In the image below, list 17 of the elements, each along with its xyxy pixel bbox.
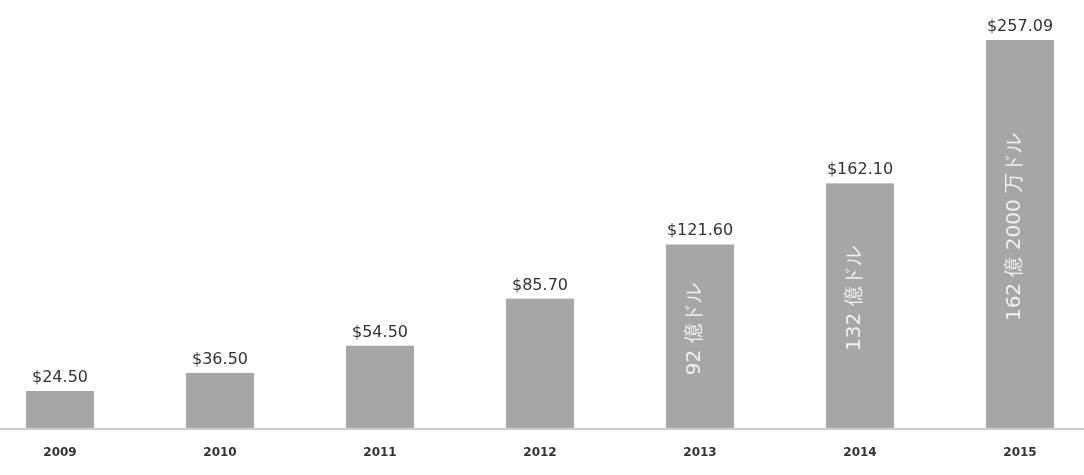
data-label: $36.50: [192, 348, 248, 368]
data-label: $257.09: [986, 16, 1054, 35]
annotation: 132 億ドル: [841, 246, 865, 351]
data-label: $24.50: [32, 367, 88, 387]
x-tick-label: 2012: [523, 445, 557, 459]
x-tick-label: 2009: [43, 445, 77, 459]
data-label: $85.70: [512, 274, 568, 294]
x-tick-label: 2013: [683, 445, 717, 459]
x-tick-label: 2010: [203, 445, 237, 459]
annotation: 92 億ドル: [681, 283, 705, 376]
data-label: $121.60: [666, 220, 734, 240]
data-label: $162.10: [826, 159, 894, 179]
annotation: 162 億 2000 万ドル: [1001, 132, 1025, 322]
x-tick-label: 2015: [1003, 445, 1037, 459]
data-label: $54.50: [352, 321, 408, 341]
x-tick-label: 2011: [363, 445, 397, 459]
x-tick-label: 2014: [843, 445, 877, 459]
